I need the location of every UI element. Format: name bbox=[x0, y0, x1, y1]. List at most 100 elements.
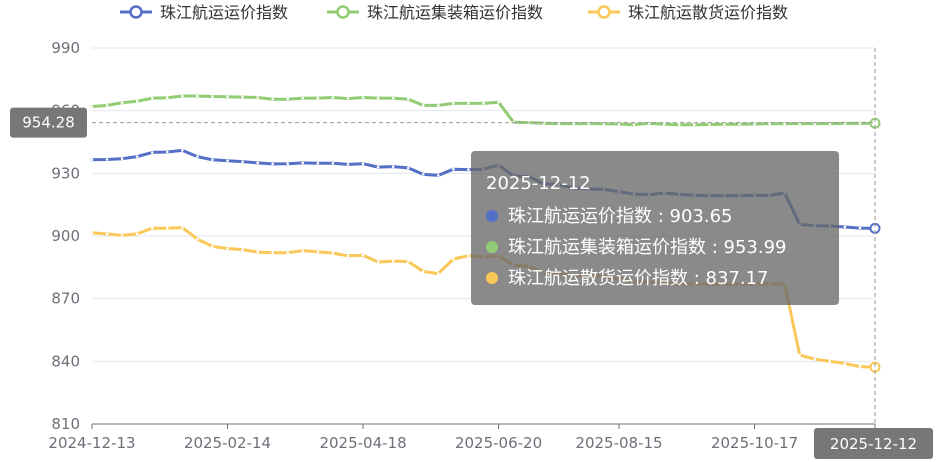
data-point bbox=[406, 260, 410, 263]
tooltip-row: 珠江航运散货运价指数 : 837.17 bbox=[508, 268, 769, 289]
data-point bbox=[181, 149, 184, 152]
data-point bbox=[105, 104, 109, 107]
legend-label: 珠江航运散货运价指数 bbox=[628, 3, 788, 22]
data-point bbox=[135, 99, 139, 103]
x-tick-label: 2025-06-20 bbox=[455, 434, 542, 452]
tooltip-marker bbox=[486, 272, 498, 284]
data-point bbox=[677, 123, 681, 126]
data-point bbox=[286, 251, 290, 255]
data-point bbox=[90, 231, 94, 235]
data-point bbox=[437, 104, 440, 107]
data-point bbox=[316, 162, 320, 165]
data-point bbox=[738, 122, 741, 126]
data-point bbox=[181, 226, 184, 229]
data-point bbox=[361, 96, 365, 99]
tooltip-row: 珠江航运集装箱运价指数 : 953.99 bbox=[508, 237, 787, 258]
data-point bbox=[211, 158, 214, 162]
data-point bbox=[211, 245, 214, 248]
data-point bbox=[150, 226, 154, 230]
data-point bbox=[602, 122, 606, 126]
data-point bbox=[452, 167, 455, 171]
data-point bbox=[828, 360, 832, 363]
data-point bbox=[798, 353, 802, 357]
data-point bbox=[813, 357, 817, 361]
y-tick-label: 840 bbox=[51, 352, 80, 370]
data-point bbox=[226, 159, 229, 163]
data-point bbox=[271, 97, 274, 101]
data-point bbox=[376, 96, 380, 100]
x-tick-label: 2025-02-14 bbox=[184, 434, 271, 452]
data-point bbox=[196, 94, 199, 98]
x-tick-label: 2025-08-15 bbox=[575, 434, 662, 452]
data-point bbox=[90, 158, 94, 162]
data-point bbox=[391, 96, 395, 100]
data-point bbox=[632, 123, 636, 126]
axis-pointer: 954.28 2025-12-12 bbox=[10, 48, 933, 459]
data-point bbox=[361, 162, 365, 166]
data-point bbox=[165, 96, 169, 100]
tooltip-marker bbox=[486, 241, 498, 253]
data-point bbox=[226, 95, 229, 98]
data-point bbox=[467, 168, 470, 171]
data-point bbox=[783, 122, 786, 126]
legend-swatch-marker bbox=[336, 5, 350, 19]
data-point bbox=[90, 105, 94, 108]
data-point bbox=[346, 163, 350, 166]
data-point bbox=[406, 97, 410, 101]
tooltip-box bbox=[471, 151, 839, 305]
data-point bbox=[241, 95, 244, 99]
data-point bbox=[376, 260, 380, 264]
data-point bbox=[271, 162, 274, 166]
legend-swatch-marker bbox=[597, 5, 611, 19]
legend: 珠江航运运价指数 珠江航运集装箱运价指数 珠江航运散货运价指数 bbox=[120, 3, 788, 22]
data-point bbox=[165, 226, 169, 230]
data-point bbox=[482, 102, 485, 105]
data-point bbox=[286, 162, 290, 166]
data-point bbox=[421, 104, 425, 107]
data-point bbox=[452, 257, 455, 261]
data-point bbox=[497, 101, 500, 104]
data-point bbox=[617, 122, 621, 126]
data-point bbox=[361, 253, 365, 257]
legend-label: 珠江航运集装箱运价指数 bbox=[367, 3, 543, 22]
data-point bbox=[196, 237, 199, 241]
data-point bbox=[376, 165, 380, 169]
data-point bbox=[135, 232, 139, 236]
data-point bbox=[467, 254, 470, 258]
data-point bbox=[286, 97, 290, 101]
data-point bbox=[301, 161, 305, 165]
data-point bbox=[858, 226, 862, 230]
y-tick-label: 870 bbox=[51, 290, 80, 308]
data-point bbox=[693, 123, 696, 126]
y-tick-label: 810 bbox=[51, 415, 80, 433]
legend-swatch-marker bbox=[129, 5, 143, 19]
y-tick-label: 900 bbox=[51, 227, 80, 245]
data-point bbox=[135, 155, 139, 158]
tooltip: 2025-12-12 珠江航运运价指数 : 903.65 珠江航运集装箱运价指数 :… bbox=[471, 151, 839, 305]
data-point bbox=[241, 248, 244, 251]
y-tick-label: 930 bbox=[51, 164, 80, 182]
data-point bbox=[226, 247, 229, 250]
data-point bbox=[316, 96, 320, 100]
data-point bbox=[843, 225, 847, 229]
data-point bbox=[331, 251, 335, 255]
data-point bbox=[150, 151, 154, 154]
data-point bbox=[301, 249, 305, 252]
data-point bbox=[437, 174, 440, 177]
data-point bbox=[120, 157, 124, 161]
data-point bbox=[181, 94, 184, 98]
data-point bbox=[346, 97, 350, 100]
data-point bbox=[105, 158, 109, 161]
x-tick-label: 2025-04-18 bbox=[319, 434, 406, 452]
tooltip-title: 2025-12-12 bbox=[486, 173, 591, 194]
legend-label: 珠江航运运价指数 bbox=[160, 3, 288, 22]
data-point bbox=[421, 270, 425, 273]
pointer-x-label-box bbox=[814, 428, 933, 459]
data-point bbox=[452, 102, 455, 105]
data-point bbox=[753, 122, 756, 126]
data-point bbox=[858, 365, 862, 368]
data-point bbox=[120, 101, 124, 105]
x-tick-label: 2025-10-17 bbox=[711, 434, 798, 452]
data-point bbox=[271, 251, 274, 255]
